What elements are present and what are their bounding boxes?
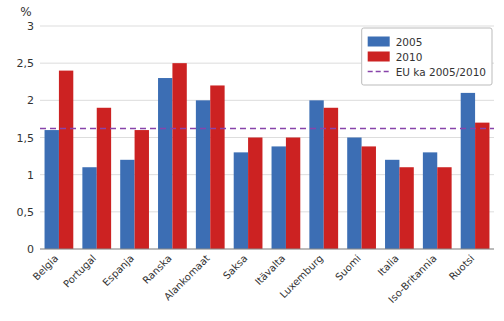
bar <box>461 93 475 249</box>
y-tick-label: 0 <box>27 243 34 256</box>
grid-line <box>40 26 494 27</box>
y-tick-label: 0,5 <box>17 206 35 219</box>
bar <box>437 167 451 249</box>
bar <box>309 100 323 249</box>
x-axis-line <box>40 249 494 250</box>
legend-label: EU ka 2005/2010 <box>396 66 486 78</box>
plot-area <box>40 63 494 249</box>
bar <box>399 167 413 249</box>
chart-container: 0 0,5 1 1,5 2 2,5 3% BelgiaPortugalEspanjaRansk… <box>0 0 504 321</box>
bar <box>286 138 300 250</box>
x-tick-label: Itävalta <box>253 253 288 288</box>
legend-swatch <box>368 52 390 62</box>
bar <box>82 167 96 249</box>
bar <box>347 138 361 250</box>
x-tick-label: Italia <box>376 253 401 278</box>
legend-swatch <box>368 37 390 47</box>
legend: 2005 2010 EU ka 2005/2010 <box>362 28 492 85</box>
legend-swatch <box>368 71 390 73</box>
y-tick-label: 3 <box>27 20 34 33</box>
legend-label: 2010 <box>396 51 423 63</box>
x-tick-label: Ranska <box>140 253 173 286</box>
bar <box>196 100 210 249</box>
reference-line <box>40 128 494 130</box>
bar <box>172 63 186 249</box>
y-tick-label: 1 <box>27 169 34 182</box>
x-tick-label: Espanja <box>100 253 136 289</box>
y-tick-label: 2,5 <box>17 57 35 70</box>
x-tick-label: Suomi <box>333 253 363 283</box>
x-tick-label: Luxemburg <box>278 253 326 301</box>
x-tick-label: Belgia <box>31 253 61 283</box>
y-tick-label: 1,5 <box>17 132 35 145</box>
bar <box>210 85 224 249</box>
legend-label: 2005 <box>396 36 423 48</box>
bar-series <box>59 63 490 249</box>
grid-line <box>40 249 494 250</box>
grid <box>40 26 494 249</box>
grid-line <box>40 100 494 101</box>
bar-series <box>45 78 476 249</box>
bar <box>385 160 399 249</box>
y-axis-label: % <box>20 5 31 19</box>
bar <box>272 146 286 249</box>
x-tick-label: Saksa <box>221 253 250 282</box>
x-tick-label: Portugal <box>61 253 98 290</box>
x-tick-label: Alankomaat <box>162 253 212 303</box>
bar <box>59 71 73 249</box>
bar <box>158 78 172 249</box>
legend-box <box>362 28 492 85</box>
bar <box>45 130 59 249</box>
bar <box>120 160 134 249</box>
chart-svg: 0 0,5 1 1,5 2 2,5 3% BelgiaPortugalEspanjaRansk… <box>0 0 504 321</box>
bar <box>423 152 437 249</box>
x-tick-label: Ruotsi <box>447 253 477 283</box>
bar <box>248 138 262 250</box>
bar <box>362 146 376 249</box>
bar <box>475 123 489 249</box>
bar <box>135 130 149 249</box>
y-tick-label: 2 <box>27 94 34 107</box>
x-tick-label: Iso-Britannia <box>386 253 438 305</box>
bar <box>234 152 248 249</box>
